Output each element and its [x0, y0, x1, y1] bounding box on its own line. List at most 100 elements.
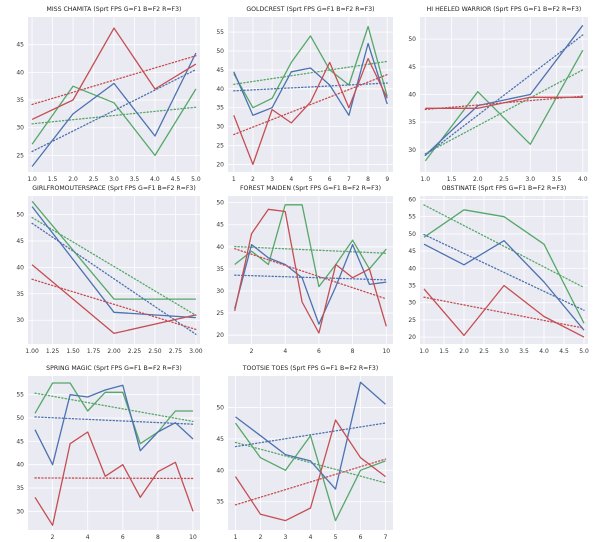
y-tick-label: 30 — [16, 125, 24, 132]
trend-line-R — [233, 73, 388, 136]
trend-line-R — [424, 95, 584, 111]
y-tick-label: 55 — [216, 29, 224, 36]
y-tick-label: 50 — [408, 231, 416, 238]
y-tick-label: 30 — [408, 147, 416, 154]
y-tick-label: 50 — [408, 36, 416, 43]
trend-line-B — [234, 422, 387, 448]
x-tick-label: 2.0 — [68, 176, 78, 183]
y-tick-label: 45 — [16, 438, 24, 445]
x-tick-label: 4.0 — [539, 348, 549, 355]
y-tick-label: 50 — [16, 415, 24, 422]
y-tick-label: 30 — [16, 508, 24, 515]
x-tick-label: 2.75 — [169, 348, 183, 355]
y-tick-label: 40 — [408, 265, 416, 272]
trend-line-G — [31, 216, 197, 317]
trend-line-R — [234, 248, 387, 300]
y-tick-label: 40 — [16, 462, 24, 469]
x-tick-label: 5 — [309, 176, 313, 183]
x-tick-label: 2.00 — [107, 348, 121, 355]
trend-line-R — [234, 458, 387, 506]
trend-line-G — [423, 204, 585, 289]
x-tick-label: 4 — [86, 534, 90, 541]
y-tick-label: 45 — [216, 222, 224, 229]
x-tick-label: 1 — [234, 534, 238, 541]
x-tick-label: 1.0 — [27, 176, 37, 183]
trend-line-B — [234, 274, 387, 281]
y-tick-label: 50 — [216, 48, 224, 55]
trend-line-G — [234, 245, 387, 254]
trend-line-B — [423, 233, 585, 311]
x-tick-label: 2.5 — [479, 348, 489, 355]
x-tick-label: 2 — [251, 176, 255, 183]
x-tick-label: 2.0 — [473, 176, 483, 183]
x-tick-label: 3.0 — [109, 176, 119, 183]
x-tick-label: 2.50 — [148, 348, 162, 355]
series-line-R — [234, 419, 386, 522]
plot-area — [228, 196, 393, 344]
chart-panel: FOREST MAIDEN (Sprt FPS G=F1 B=F2 R=F3) 2… — [216, 185, 393, 355]
series-line-R — [233, 57, 388, 166]
y-tick-label: 35 — [16, 97, 24, 104]
y-tick-label: 40 — [216, 244, 224, 251]
y-tick-label: 35 — [408, 119, 416, 126]
chart-title: GOLDCREST (Sprt FPS G=F1 B=F2 R=F3) — [246, 6, 374, 13]
chart-panel: GIRLFROMOUTERSPACE (Sprt FPS G=F1 B=F2 R… — [16, 185, 202, 355]
y-tick-label: 35 — [408, 282, 416, 289]
y-tick-label: 35 — [16, 291, 24, 298]
y-tick-label: 20 — [408, 334, 416, 341]
x-tick-label: 1.0 — [419, 348, 429, 355]
x-tick-label: 10 — [189, 534, 197, 541]
x-tick-label: 3.5 — [519, 348, 529, 355]
y-tick-label: 25 — [408, 317, 416, 324]
x-tick-label: 8 — [366, 176, 370, 183]
y-tick-label: 40 — [408, 92, 416, 99]
y-tick-label: 50 — [216, 404, 224, 411]
x-tick-label: 1.5 — [447, 176, 457, 183]
trend-line-B — [34, 416, 194, 425]
series-line-G — [234, 422, 386, 522]
series-line-R — [234, 208, 387, 334]
x-tick-label: 6 — [317, 348, 321, 355]
chart-title: TOOTSIE TOES (Sprt FPS G=F1 B=F2 R=F3) — [242, 365, 379, 372]
y-tick-label: 50 — [16, 212, 24, 219]
chart-title: SPRING MAGIC (Sprt FPS G=F1 B=F2 R=F3) — [46, 365, 182, 372]
series-line-B — [31, 52, 197, 167]
x-tick-label: 2 — [51, 534, 55, 541]
y-tick-label: 40 — [216, 86, 224, 93]
x-tick-label: 8 — [156, 534, 160, 541]
trend-line-B — [31, 68, 197, 153]
series-line-G — [234, 204, 387, 288]
trend-line-B — [31, 222, 197, 335]
chart-title: OBSTINATE (Sprt FPS G=F1 B=F2 R=F3) — [442, 185, 567, 192]
x-tick-label: 3.0 — [499, 348, 509, 355]
x-tick-label: 8 — [351, 348, 355, 355]
trend-line-B — [233, 82, 388, 92]
series-line-B — [235, 381, 386, 490]
x-tick-label: 1.0 — [420, 176, 430, 183]
x-tick-label: 9 — [385, 176, 389, 183]
y-tick-label: 45 — [408, 248, 416, 255]
y-tick-label: 35 — [16, 485, 24, 492]
trend-line-G — [424, 69, 584, 155]
x-tick-label: 6 — [359, 534, 363, 541]
x-tick-label: 4 — [283, 348, 287, 355]
x-tick-label: 4 — [309, 534, 313, 541]
chart-panel: SPRING MAGIC (Sprt FPS G=F1 B=F2 R=F3) 2 4… — [16, 365, 200, 541]
y-tick-label: 20 — [216, 161, 224, 168]
x-tick-label: 7 — [384, 534, 388, 541]
x-tick-label: 1.50 — [66, 348, 80, 355]
x-tick-label: 3.5 — [552, 176, 562, 183]
y-tick-label: 30 — [16, 317, 24, 324]
y-tick-label: 45 — [16, 238, 24, 245]
chart-title: HI HEELED WARRIOR (Sprt FPS G=F1 B=F2 R=… — [427, 6, 582, 13]
x-tick-label: 2.5 — [89, 176, 99, 183]
x-tick-label: 5.0 — [191, 176, 201, 183]
chart-panel: GOLDCREST (Sprt FPS G=F1 B=F2 R=F3)1 2 3 4 5… — [216, 6, 393, 183]
series-line-B — [233, 42, 388, 116]
x-tick-label: 3.5 — [130, 176, 140, 183]
x-tick-label: 2.5 — [499, 176, 509, 183]
trend-line-G — [34, 392, 194, 423]
x-tick-label: 6 — [328, 176, 332, 183]
chart-panel: MISS CHAMITA (Sprt FPS G=F1 B=F2 R=F3) 1.… — [16, 6, 200, 183]
